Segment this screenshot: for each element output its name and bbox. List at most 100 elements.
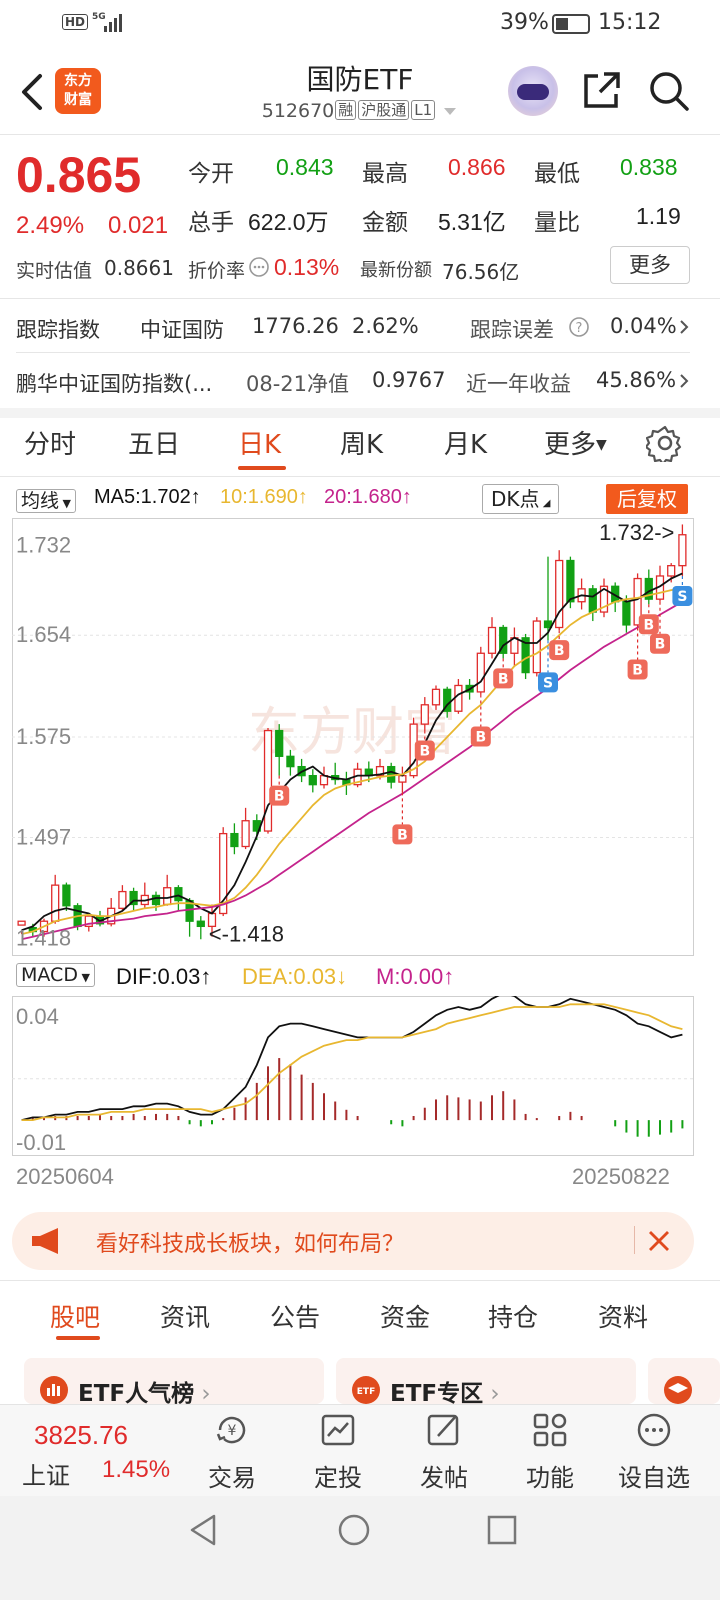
- nav-back-icon[interactable]: [186, 1512, 220, 1548]
- banner-text[interactable]: 看好科技成长板块，如何布局？: [96, 1232, 405, 1257]
- divider: [0, 476, 720, 477]
- dif-value: DIF:0.03: [116, 964, 201, 989]
- tab-news[interactable]: 资讯: [160, 1303, 211, 1332]
- promo-banner[interactable]: [12, 1212, 694, 1270]
- post-label[interactable]: 发帖: [420, 1464, 468, 1492]
- card-etf-zone-label: ETF专区 ›: [390, 1374, 500, 1408]
- candle-body: [129, 890, 138, 906]
- card-etf-popularity[interactable]: [24, 1358, 324, 1404]
- shares-label: 最新份额: [360, 260, 432, 281]
- share-icon[interactable]: [580, 70, 622, 112]
- min-price-label: <-1.418: [209, 921, 284, 946]
- help-icon[interactable]: ?: [568, 316, 590, 338]
- buy-signal-badge[interactable]: [392, 824, 413, 845]
- close-icon[interactable]: [646, 1228, 672, 1254]
- chevron-right-icon[interactable]: [678, 372, 690, 390]
- tracking-index-value: 1776.26: [252, 314, 339, 338]
- tab-holdings[interactable]: 持仓: [488, 1303, 539, 1332]
- tracking-index-pct: 2.62%: [352, 314, 419, 338]
- tracking-error-label: 跟踪误差: [470, 318, 554, 342]
- sell-signal-badge[interactable]: [538, 672, 558, 693]
- tab-five-day[interactable]: 五日: [128, 430, 181, 460]
- buy-signal-badge[interactable]: [638, 614, 659, 635]
- post-edit-icon[interactable]: [424, 1410, 464, 1450]
- fund-name[interactable]: 鹏华中证国防指数(...: [16, 372, 213, 396]
- buy-signal-badge[interactable]: [493, 668, 514, 689]
- fixed-invest-icon[interactable]: [318, 1410, 358, 1450]
- info-icon[interactable]: [248, 256, 270, 278]
- candle-body: [398, 774, 407, 783]
- functions-grid-icon[interactable]: [530, 1410, 570, 1450]
- buy-signal-badge[interactable]: [650, 633, 670, 654]
- candle-body: [151, 894, 161, 906]
- buy-signal-badge[interactable]: [269, 785, 290, 806]
- nav-home-icon[interactable]: [336, 1512, 372, 1548]
- dea-value: DEA:0.03: [242, 964, 337, 989]
- svg-text:5G: 5G: [92, 12, 106, 22]
- trade-yen-icon[interactable]: ¥: [212, 1410, 252, 1450]
- trade-label[interactable]: 交易: [208, 1464, 256, 1492]
- tab-profile[interactable]: 资料: [598, 1303, 649, 1332]
- stock-code-line[interactable]: 512670 融沪股通 L1: [0, 100, 720, 122]
- m-legend: M:0.00↑: [376, 964, 454, 990]
- caret-down-icon: ▼: [596, 437, 607, 453]
- chevron-right-icon[interactable]: [678, 318, 690, 336]
- tab-weekly-k[interactable]: 周K: [340, 430, 384, 460]
- more-button[interactable]: 更多: [610, 246, 690, 284]
- amount-label: 金额: [362, 210, 408, 236]
- card-etf-zone[interactable]: [336, 1358, 636, 1404]
- divider: [634, 1226, 635, 1254]
- tab-announcements[interactable]: 公告: [270, 1303, 321, 1332]
- dk-point-select[interactable]: DK点 ◢: [482, 484, 560, 514]
- return-label: 近一年收益: [466, 372, 571, 396]
- search-icon[interactable]: [648, 70, 690, 112]
- candle-body: [420, 704, 429, 725]
- functions-label[interactable]: 功能: [526, 1464, 574, 1492]
- dk-point-label: DK点: [491, 487, 540, 511]
- adjust-button[interactable]: 后复权: [606, 484, 688, 514]
- more-dots-icon[interactable]: [634, 1410, 674, 1450]
- shares-value: 76.56亿: [442, 260, 520, 284]
- tab-funds[interactable]: 资金: [380, 1303, 431, 1332]
- macd-mode-select[interactable]: MACD ▼: [16, 963, 95, 987]
- sh-index-pct: 1.45%: [102, 1456, 171, 1483]
- tab-more[interactable]: 更多▼: [544, 424, 607, 461]
- sh-index-value[interactable]: 3825.76: [34, 1420, 128, 1450]
- sell-signal-badge[interactable]: [672, 585, 693, 606]
- change-percent: 2.49%: [16, 212, 85, 239]
- signal-letter: B: [419, 744, 430, 760]
- buy-signal-badge[interactable]: [627, 659, 648, 680]
- premium-label: 折价率: [188, 260, 246, 282]
- signal-letter: S: [543, 675, 553, 691]
- app-logo: 东方 财富: [55, 68, 101, 114]
- open-value: 0.843: [276, 154, 334, 180]
- tracking-error-value: 0.04%: [610, 314, 677, 338]
- nav-recents-icon[interactable]: [486, 1514, 518, 1546]
- sh-index-name[interactable]: 上证: [22, 1462, 70, 1490]
- fixed-invest-label[interactable]: 定投: [314, 1464, 362, 1492]
- buy-signal-badge[interactable]: [470, 726, 491, 747]
- buy-signal-badge[interactable]: [414, 740, 435, 761]
- etf-icon: ETF: [352, 1376, 380, 1404]
- back-button[interactable]: [14, 70, 54, 114]
- candle-body: [263, 729, 273, 832]
- tag-connect: 沪股通: [358, 100, 410, 120]
- ma-mode-label: 均线: [21, 490, 60, 512]
- settings-gear-icon[interactable]: [646, 424, 684, 462]
- tab-daily-k[interactable]: 日K: [238, 430, 282, 460]
- nav-label: 08-21净值: [246, 372, 350, 396]
- tab-intraday[interactable]: 分时: [24, 430, 77, 460]
- arrow-up-icon: ↑: [200, 964, 212, 989]
- tab-monthly-k[interactable]: 月K: [444, 430, 488, 460]
- svg-text:?: ?: [576, 321, 583, 336]
- ma-mode-select[interactable]: 均线 ▼: [16, 486, 76, 513]
- y-tick-label: 1.732: [16, 533, 71, 558]
- add-watchlist-label[interactable]: 设自选: [618, 1464, 690, 1492]
- tab-forum[interactable]: 股吧: [50, 1303, 101, 1332]
- svg-text:¥: ¥: [228, 1423, 237, 1439]
- tracking-index-name[interactable]: 中证国防: [140, 318, 224, 342]
- macd-chart[interactable]: 0.04 -0.01: [12, 996, 694, 1156]
- buy-signal-badge[interactable]: [549, 640, 570, 661]
- assistant-avatar-icon[interactable]: [508, 66, 558, 116]
